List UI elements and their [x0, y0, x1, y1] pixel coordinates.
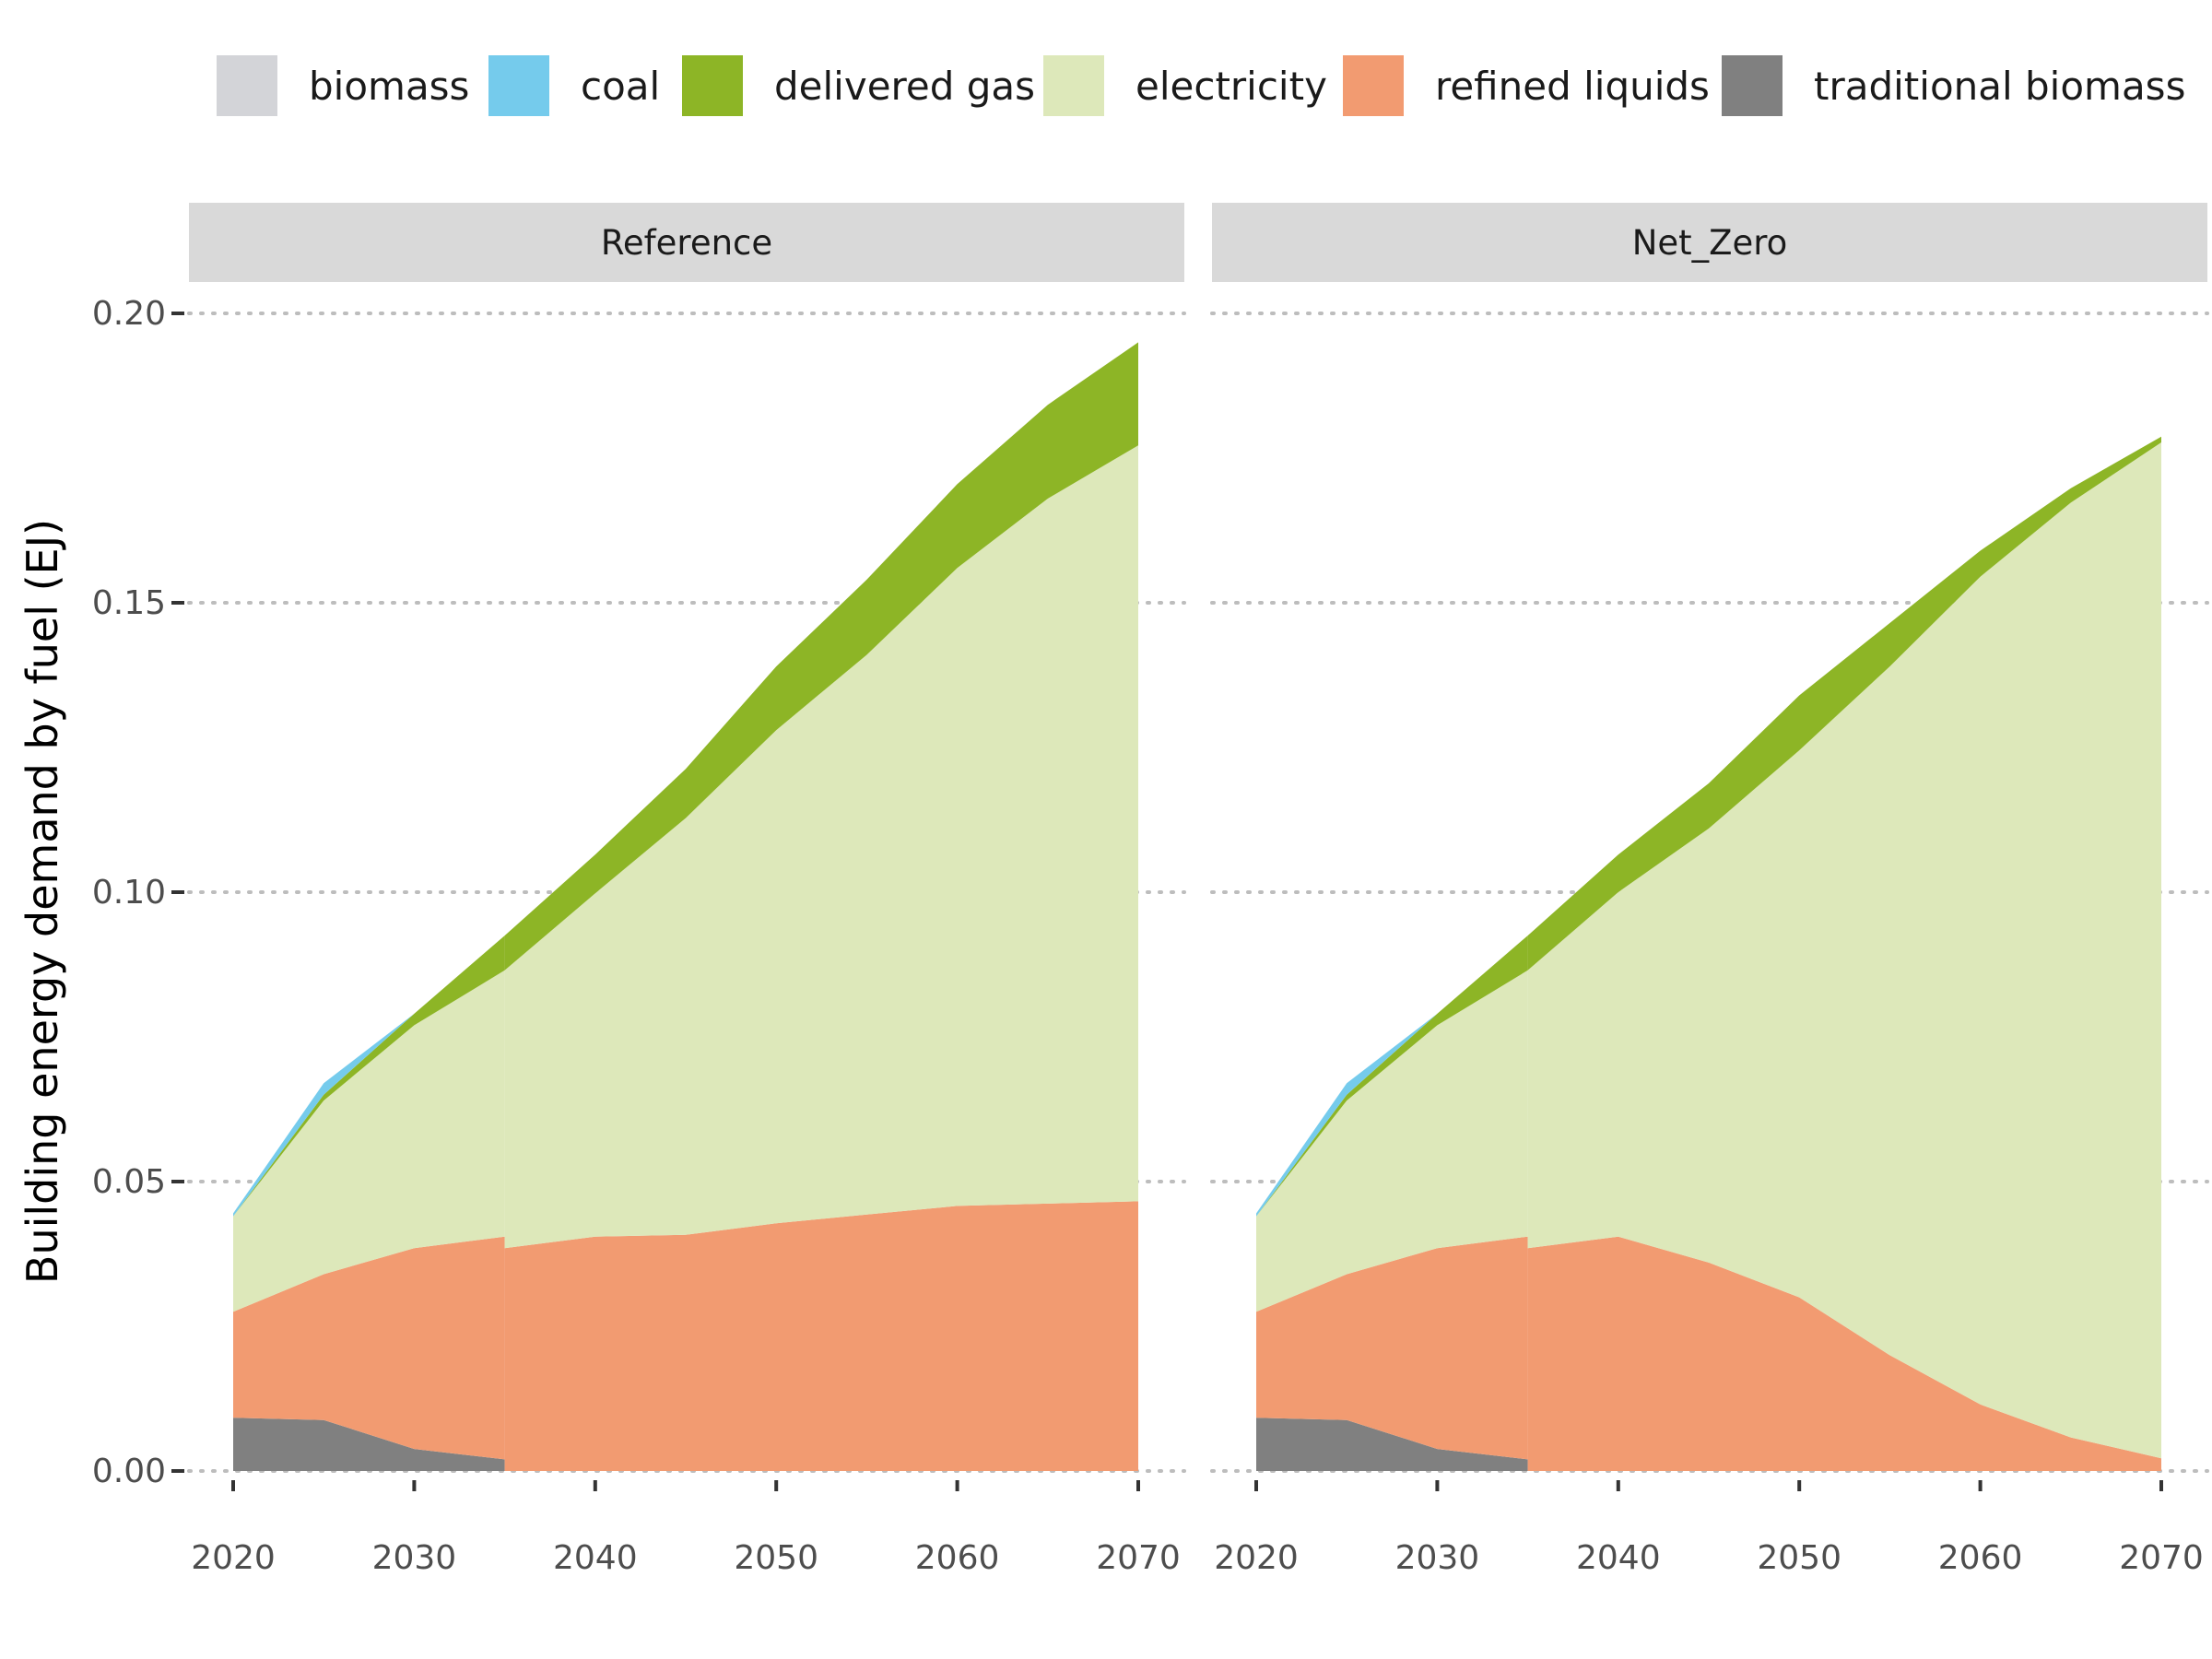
y-axis-title: Building energy demand by fuel (EJ) [18, 519, 67, 1284]
y-tick-label-0: 0.00 [92, 1453, 166, 1490]
legend-label-biomass: biomass [309, 64, 469, 109]
legend-key-traditional-biomass [1722, 55, 1783, 116]
legend-label-refined-liquids: refined liquids [1435, 64, 1710, 109]
facet-strip-net-zero [1212, 203, 2207, 282]
area-electricity-reference-seg1 [233, 970, 505, 1312]
legend-key-electricity [1043, 55, 1104, 116]
area-delivered-gas-net-zero-seg1 [1256, 935, 1528, 1217]
facet-title-reference: Reference [601, 223, 772, 263]
x-tick-label-reference-2040: 2040 [553, 1539, 638, 1577]
legend-key-biomass [217, 55, 277, 116]
legend-key-delivered-gas [682, 55, 743, 116]
legend-label-delivered-gas: delivered gas [774, 64, 1035, 109]
area-refined-liquids-reference-seg2 [504, 1201, 1138, 1471]
x-tick-label-net-zero-2050: 2050 [1757, 1539, 1841, 1577]
y-tick-label-3: 0.15 [92, 584, 166, 622]
x-tick-label-reference-2030: 2030 [372, 1539, 457, 1577]
area-refined-liquids-net-zero-seg1 [1256, 1236, 1528, 1460]
area-traditional-biomass-net-zero-seg1 [1256, 1418, 1528, 1471]
area-refined-liquids-reference-seg1 [233, 1236, 505, 1460]
area-traditional-biomass-reference-seg1 [233, 1418, 505, 1471]
y-tick-label-4: 0.20 [92, 295, 166, 333]
facet-strip-reference [189, 203, 1184, 282]
area-electricity-reference-seg2 [504, 445, 1138, 1249]
facet-title-net-zero: Net_Zero [1632, 223, 1788, 263]
x-tick-label-net-zero-2040: 2040 [1576, 1539, 1661, 1577]
legend-label-coal: coal [581, 64, 660, 109]
x-tick-label-net-zero-2070: 2070 [2119, 1539, 2204, 1577]
area-delivered-gas-reference-seg2 [504, 342, 1138, 971]
legend-label-traditional-biomass: traditional biomass [1814, 64, 2185, 109]
y-tick-label-2: 0.10 [92, 874, 166, 912]
x-tick-label-reference-2070: 2070 [1096, 1539, 1181, 1577]
x-tick-label-net-zero-2060: 2060 [1938, 1539, 2023, 1577]
area-electricity-net-zero-seg2 [1527, 442, 2161, 1459]
area-refined-liquids-net-zero-seg2 [1527, 1236, 2161, 1471]
x-tick-label-net-zero-2020: 2020 [1214, 1539, 1299, 1577]
legend-label-electricity: electricity [1135, 64, 1327, 109]
legend-key-coal [488, 55, 549, 116]
x-tick-label-reference-2060: 2060 [915, 1539, 1000, 1577]
area-delivered-gas-net-zero-seg2 [1527, 436, 2161, 971]
legend-key-refined-liquids [1343, 55, 1404, 116]
x-tick-label-reference-2020: 2020 [191, 1539, 276, 1577]
x-tick-label-reference-2050: 2050 [734, 1539, 818, 1577]
area-delivered-gas-reference-seg1 [233, 935, 505, 1217]
y-tick-label-1: 0.05 [92, 1163, 166, 1201]
x-tick-label-net-zero-2030: 2030 [1395, 1539, 1480, 1577]
area-electricity-net-zero-seg1 [1256, 970, 1528, 1312]
